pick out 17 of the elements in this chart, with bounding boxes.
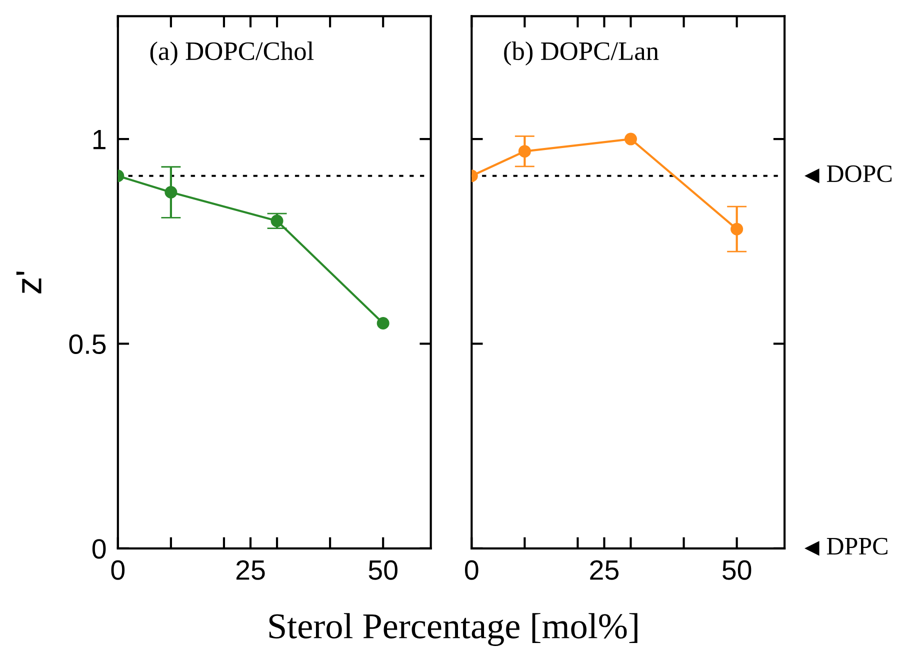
y-tick-label: 1: [93, 130, 106, 150]
text: DPPC: [826, 538, 888, 555]
y-axis-title: z': [16, 272, 42, 294]
point: [624, 132, 637, 146]
ref-line-label: DOPC: [826, 165, 892, 182]
text: (b) DOPC/Lan: [504, 42, 659, 66]
y-tick-label: 0: [92, 539, 106, 559]
x-axis-title: Sterol Percentage [mol%]: [269, 613, 638, 646]
y-tick-label: 0.5: [69, 334, 106, 354]
x-tick-label: 0: [111, 560, 125, 580]
point: [376, 317, 390, 330]
x-tick-label: 50: [722, 560, 752, 580]
x-tick-label: 0: [465, 560, 478, 580]
text: (a) DOPC/Chol: [150, 42, 314, 66]
x-tick-label: 25: [590, 560, 619, 580]
x-tick-label: 25: [236, 560, 265, 580]
x-tick-label: 50: [368, 560, 398, 580]
